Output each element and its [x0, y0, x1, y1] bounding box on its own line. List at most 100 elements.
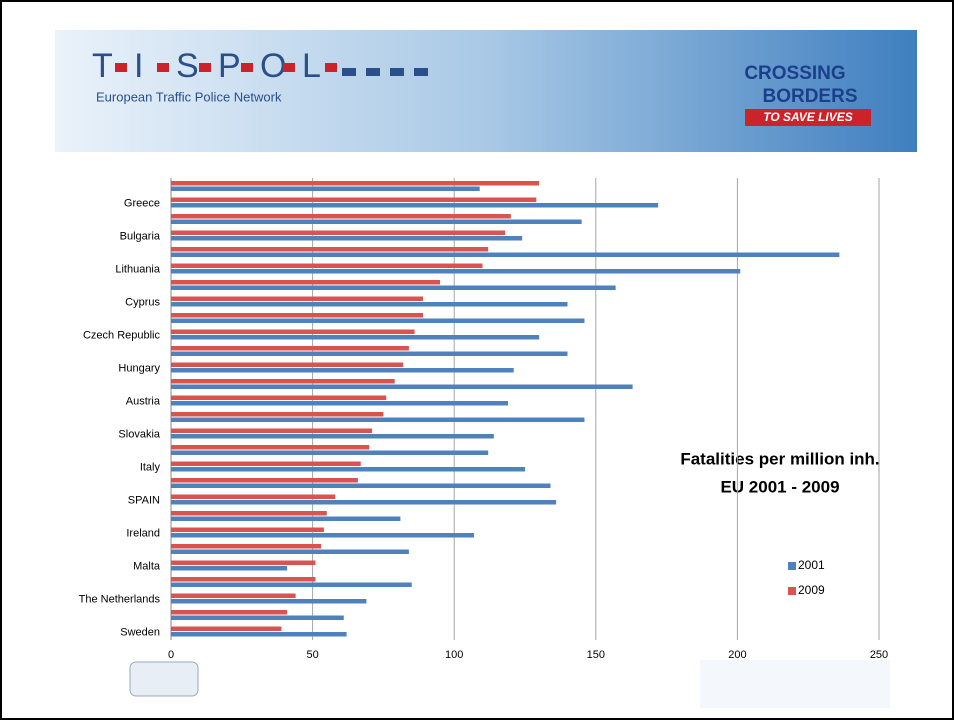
y-tick-label: SPAIN [128, 495, 160, 507]
bar [171, 269, 741, 274]
logo-letter: O [260, 47, 286, 85]
bar [171, 560, 316, 565]
bar [171, 516, 401, 521]
bar [171, 252, 840, 257]
footer-logo [129, 661, 199, 697]
bar [171, 544, 322, 549]
y-tick-label: Slovakia [118, 429, 160, 441]
bar [171, 401, 509, 406]
bar [171, 368, 514, 373]
bar [171, 230, 506, 235]
x-tick-label: 50 [306, 649, 318, 661]
x-tick-label: 250 [870, 649, 888, 661]
y-tick-label: Italy [140, 462, 161, 474]
y-tick-label: Sweden [120, 627, 160, 639]
logo-dash [390, 68, 404, 76]
logo-dash [366, 68, 380, 76]
campaign-line: CROSSING [744, 63, 845, 84]
bar [171, 533, 475, 538]
bar [171, 219, 582, 224]
y-tick-label: Cyprus [125, 297, 160, 309]
bar [171, 203, 659, 208]
y-tick-label: Czech Republic [83, 330, 161, 342]
bar [171, 412, 384, 417]
bar [171, 214, 511, 219]
bar [171, 384, 633, 389]
logo-dash [414, 68, 428, 76]
bar [171, 417, 585, 422]
chart-title: Fatalities per million inh. [680, 449, 879, 468]
legend-label: 2009 [798, 583, 825, 597]
bar [171, 379, 395, 384]
y-tick-label: Lithuania [115, 264, 161, 276]
bar [171, 335, 540, 340]
bar [171, 461, 361, 466]
bar [171, 329, 415, 334]
logo-dash [325, 63, 337, 72]
bar [171, 632, 347, 637]
y-tick-label: Bulgaria [120, 231, 161, 243]
bar [171, 500, 557, 505]
bar [171, 599, 367, 604]
bar [171, 263, 483, 268]
logo-dash [199, 63, 211, 72]
y-tick-label: Austria [126, 396, 161, 408]
bar [171, 302, 568, 307]
bar [171, 626, 282, 631]
legend-swatch [788, 562, 796, 570]
legend-label: 2001 [798, 558, 825, 572]
x-tick-label: 100 [445, 649, 463, 661]
bar [171, 450, 489, 455]
bar [171, 566, 288, 571]
bar [171, 527, 324, 532]
bar [171, 615, 344, 620]
bar [171, 285, 616, 290]
campaign-line: BORDERS [762, 86, 857, 107]
bar [171, 434, 494, 439]
y-tick-label: Hungary [118, 363, 160, 375]
x-tick-label: 0 [168, 649, 174, 661]
bar [171, 181, 540, 186]
bar [171, 197, 537, 202]
chart-subtitle: EU 2001 - 2009 [720, 477, 839, 496]
bar [171, 511, 327, 516]
bar [171, 428, 373, 433]
bar [171, 483, 551, 488]
bar [171, 610, 288, 615]
bar [171, 467, 525, 472]
logo-dash [283, 63, 295, 72]
bar [171, 296, 424, 301]
footer-logo [700, 660, 890, 708]
y-tick-label: Malta [133, 561, 161, 573]
bar [171, 445, 370, 450]
network-name: European Traffic Police Network [96, 89, 282, 104]
bar [171, 362, 404, 367]
bar [171, 351, 568, 356]
logo-dash [157, 63, 169, 72]
bar [171, 247, 489, 252]
bar [171, 577, 316, 582]
x-tick-label: 200 [728, 649, 746, 661]
logo-letter: S [176, 47, 199, 85]
campaign-line: TO SAVE LIVES [763, 110, 853, 124]
bar [171, 346, 409, 351]
logo-letter: I [134, 47, 143, 85]
bar [171, 236, 523, 241]
bar [171, 395, 387, 400]
y-tick-label: Greece [124, 198, 160, 210]
bar [171, 478, 358, 483]
logo-letter: P [218, 47, 241, 85]
bar [171, 494, 336, 499]
bar [171, 318, 585, 323]
logo-dash [115, 63, 127, 72]
bar [171, 549, 409, 554]
x-tick-label: 150 [587, 649, 605, 661]
bar [171, 582, 412, 587]
banner [55, 30, 917, 152]
campaign-band [745, 109, 871, 126]
logo-dash [241, 63, 253, 72]
bar [171, 186, 480, 191]
